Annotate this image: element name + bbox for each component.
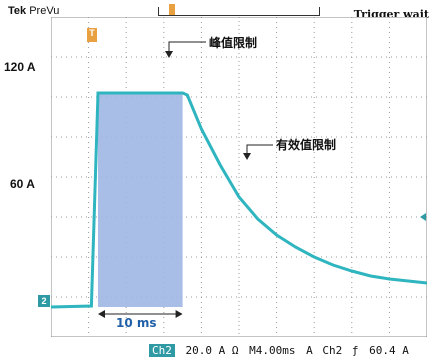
record-window-marker (169, 4, 175, 15)
record-position-bar[interactable] (158, 4, 320, 16)
peak-limit-leader (168, 41, 206, 53)
annotation-peak-limit: 峰值限制 (209, 36, 258, 50)
status-bar: Ch2 20.0 A Ω M4.00ms A Ch2 ƒ 60.4 A (149, 344, 409, 357)
trigger-level-marker (420, 213, 426, 221)
trigger-marker-icon[interactable]: T (87, 28, 97, 42)
duration-arrow-left (98, 310, 105, 318)
pulse-highlight (98, 93, 183, 307)
peak-limit-arrowhead (165, 51, 173, 58)
rms-limit-arrowhead (243, 153, 251, 160)
duration-arrow-right (175, 310, 183, 318)
trigger-slope-icon: ƒ (351, 344, 359, 357)
rms-limit-leader (246, 144, 273, 155)
annotation-duration: 10 ms (116, 316, 157, 330)
status-timebase: M4.00ms (249, 344, 296, 357)
mode-label: PreVu (29, 5, 60, 17)
y-tick-label-60: 60 A (10, 177, 35, 191)
scope-chart (51, 17, 427, 337)
status-scale: 20.0 A Ω (185, 344, 239, 357)
ch2-trace (51, 91, 427, 309)
annotations (98, 41, 426, 318)
status-trigger-letter: A (306, 344, 313, 357)
status-channel[interactable]: Ch2 (149, 344, 175, 357)
status-trigger-channel: Ch2 (322, 344, 343, 357)
channel-marker[interactable]: 2 (38, 295, 50, 307)
status-trigger-level: 60.4 A (369, 344, 409, 357)
y-tick-label-120: 120 A (4, 60, 36, 74)
annotation-rms-limit: 有效值限制 (276, 138, 337, 152)
brand-label: Tek (8, 5, 27, 17)
